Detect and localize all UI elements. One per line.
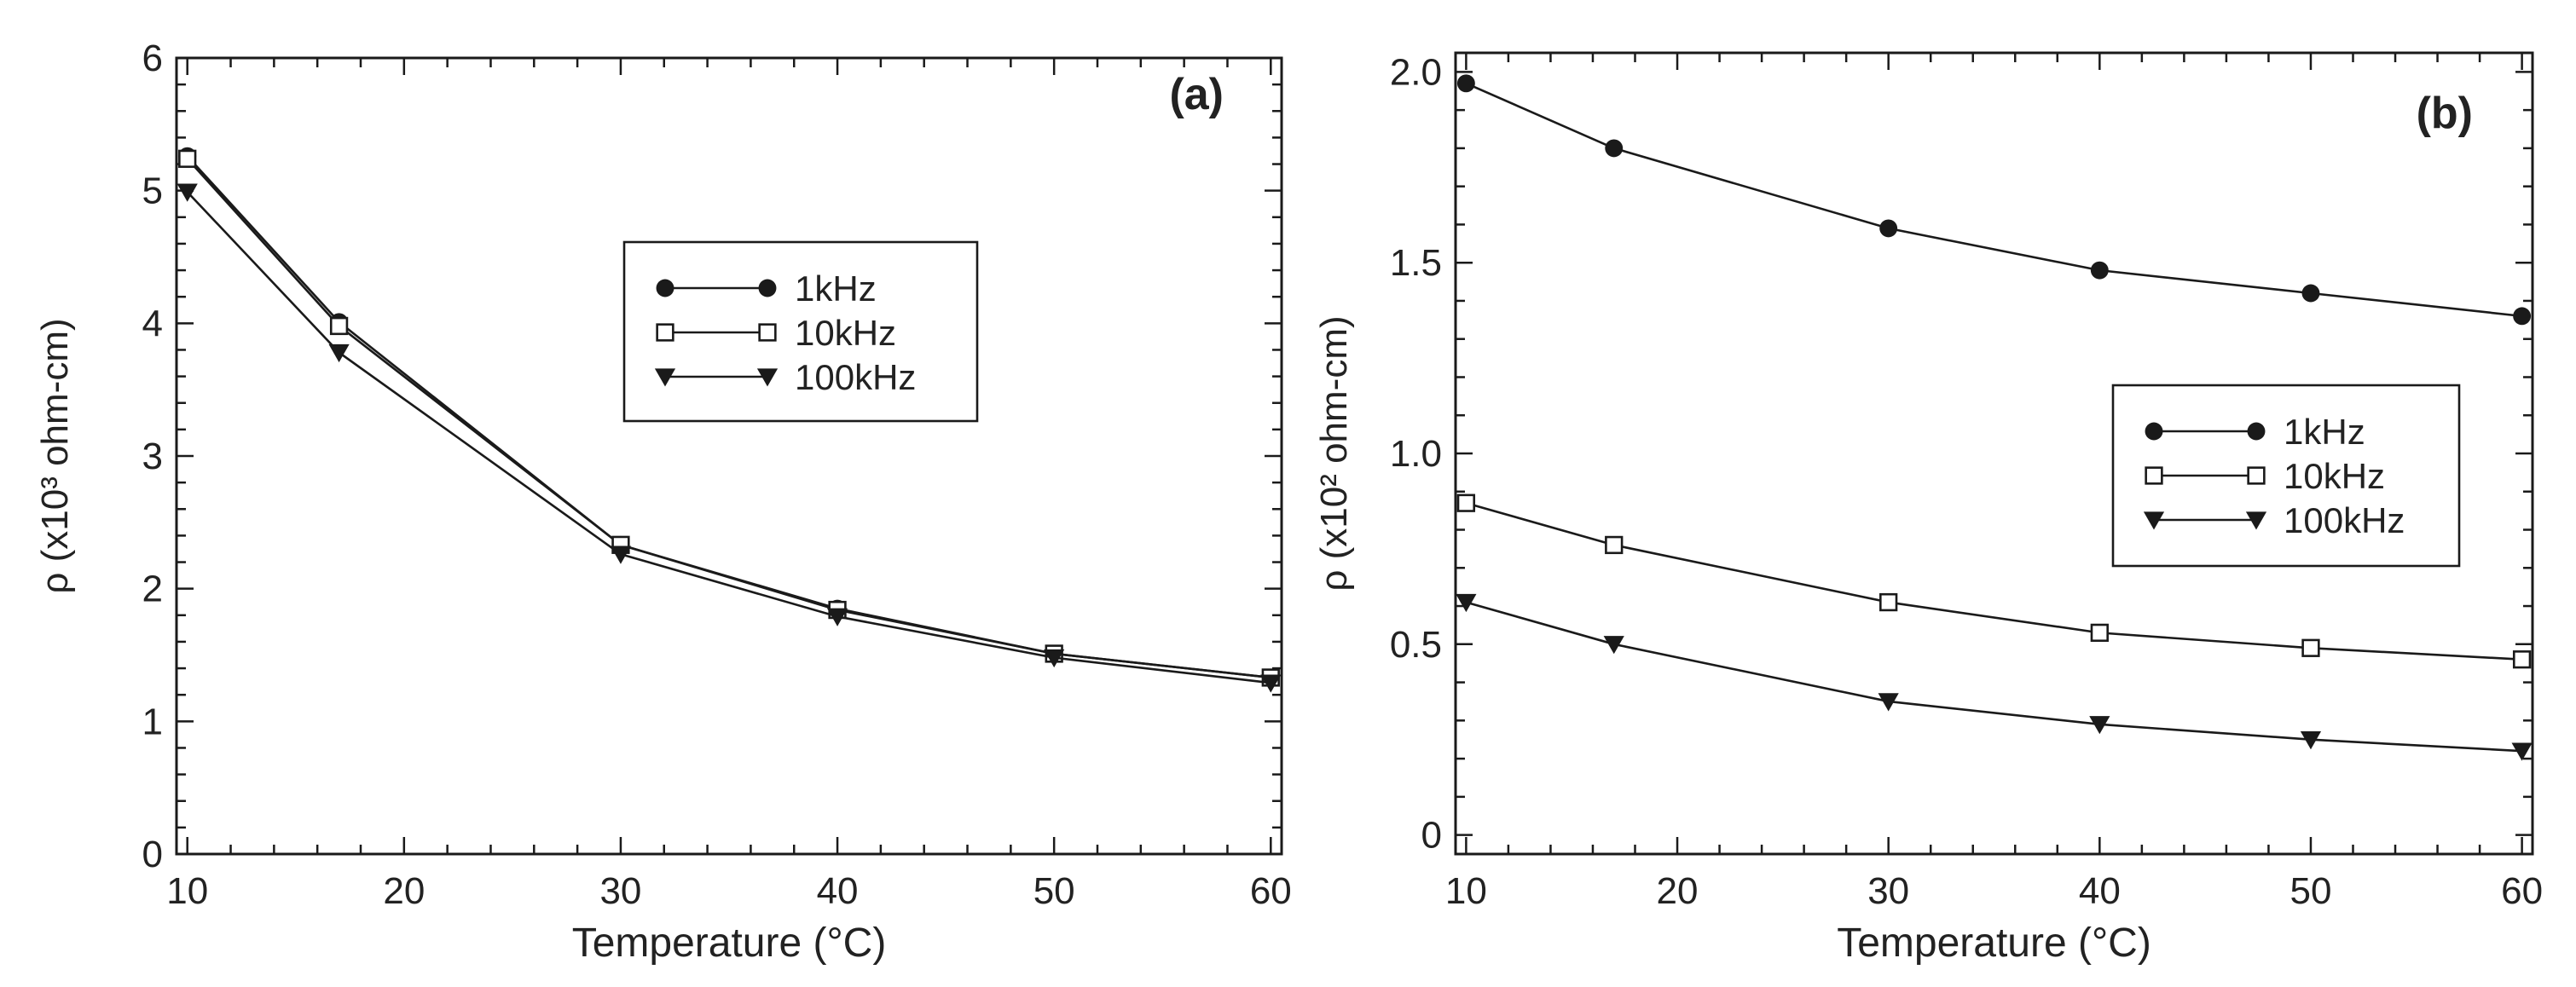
y-tick-label: 4 — [142, 303, 163, 344]
data-point — [1260, 674, 1282, 693]
y-tick-label: 1.0 — [1390, 433, 1442, 475]
data-point — [610, 545, 632, 564]
x-tick-label: 40 — [817, 870, 859, 912]
data-point — [328, 343, 350, 363]
y-tick-label: 1 — [142, 701, 163, 742]
series-line — [1466, 601, 2522, 753]
series-line — [186, 158, 1271, 679]
data-point — [2300, 731, 2322, 750]
x-tick-label: 10 — [166, 870, 208, 912]
x-tick-label: 20 — [383, 870, 425, 912]
y-tick-label: 2 — [142, 569, 163, 610]
chart-panel-a: 10 20 30 40 50 60 0 1 2 3 4 5 6 Temperature (°C) ρ (x1… — [34, 38, 1292, 966]
legend-marker — [656, 279, 674, 297]
legend-marker — [758, 279, 777, 297]
data-point — [826, 608, 848, 626]
legend-label: 10kHz — [2284, 456, 2385, 496]
legend-marker — [2143, 511, 2165, 530]
x-tick-label: 20 — [1657, 870, 1699, 912]
legend-marker — [654, 368, 676, 387]
legend-label: 10kHz — [795, 313, 896, 353]
legend-marker — [2247, 422, 2266, 441]
y-axis-label: ρ (x10² ohm-cm) — [1313, 315, 1355, 591]
y-tick-label: 2.0 — [1390, 51, 1442, 93]
data-point — [1878, 693, 1899, 712]
x-tick-label: 50 — [1033, 870, 1075, 912]
legend-marker — [758, 323, 777, 342]
data-point — [1605, 139, 1624, 158]
legend-marker — [2247, 466, 2266, 485]
panel-label: (b) — [2417, 89, 2473, 138]
chart-panel-b: 10 20 30 40 50 60 0 0.5 1.0 1.5 2.0 Temperature (°C… — [1313, 51, 2543, 966]
x-axis-label: Temperature (°C) — [572, 921, 887, 966]
legend-marker — [2145, 422, 2163, 441]
y-tick-label: 0.5 — [1390, 624, 1442, 666]
data-point — [1044, 649, 1065, 668]
legend-label: 100kHz — [795, 357, 916, 397]
x-axis-label: Temperature (°C) — [1837, 921, 2151, 966]
data-point — [177, 183, 198, 202]
x-tick-label: 10 — [1445, 870, 1487, 912]
legend-label: 1kHz — [795, 268, 877, 309]
series-line — [186, 191, 1271, 684]
legend-marker — [656, 323, 674, 342]
data-point — [178, 149, 197, 168]
y-tick-label: 1.5 — [1390, 242, 1442, 284]
data-point — [1603, 636, 1624, 655]
data-point — [2089, 716, 2110, 735]
series-line — [1466, 501, 2522, 661]
y-axis-label: ρ (x10³ ohm-cm) — [34, 318, 76, 593]
data-point — [1456, 494, 1476, 512]
y-tick-label: 3 — [142, 436, 163, 477]
data-point — [1879, 592, 1898, 612]
data-point — [1456, 74, 1475, 93]
legend-marker — [2145, 466, 2163, 485]
x-tick-label: 40 — [2079, 870, 2121, 912]
legend-marker — [2245, 511, 2267, 530]
data-point — [1879, 219, 1898, 238]
data-point — [2511, 742, 2533, 761]
x-tick-label: 60 — [1250, 870, 1292, 912]
y-tick-label: 0 — [142, 834, 163, 875]
x-tick-label: 30 — [1867, 870, 1909, 912]
legend-label: 100kHz — [2284, 500, 2405, 540]
data-point — [1456, 593, 1477, 613]
data-point — [2512, 650, 2532, 669]
y-tick-label: 0 — [1421, 815, 1442, 857]
legend-label: 1kHz — [2284, 412, 2365, 452]
x-tick-label: 30 — [599, 870, 641, 912]
panel-label: (a) — [1169, 70, 1224, 119]
y-tick-label: 6 — [142, 38, 163, 79]
data-point — [1605, 535, 1624, 555]
x-tick-label: 50 — [2289, 870, 2331, 912]
data-point — [2090, 623, 2109, 643]
data-point — [2090, 261, 2109, 280]
plot-frame — [175, 56, 1283, 856]
x-tick-label: 60 — [2501, 870, 2543, 912]
y-tick-label: 5 — [142, 170, 163, 212]
data-point — [329, 316, 349, 336]
series-line — [1465, 82, 2522, 318]
data-point — [2301, 638, 2320, 657]
legend-marker — [756, 368, 779, 387]
data-point — [2301, 284, 2320, 303]
data-point — [2513, 307, 2532, 326]
